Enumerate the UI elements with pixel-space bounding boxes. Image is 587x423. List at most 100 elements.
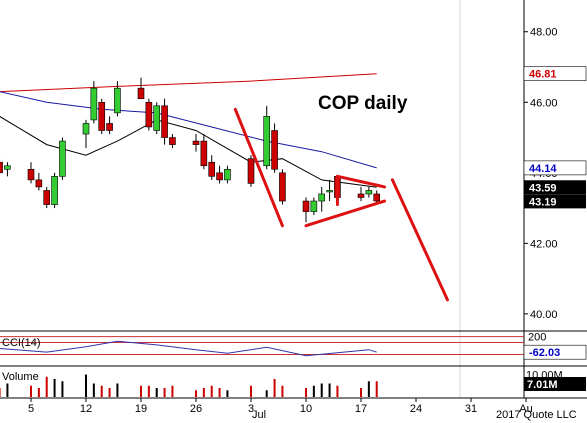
volume-bar bbox=[30, 385, 32, 397]
candle-body bbox=[279, 172, 286, 202]
candle-body bbox=[247, 158, 255, 184]
volume-bar bbox=[163, 388, 166, 397]
candle bbox=[208, 155, 216, 180]
volume-bar bbox=[281, 385, 284, 397]
price-badge-box bbox=[523, 66, 587, 82]
candle bbox=[192, 134, 200, 152]
candle bbox=[224, 165, 231, 184]
volume-bar bbox=[53, 379, 56, 397]
date-axis-ticks: 5 12 19 26 3 10 17 24 31 Au bbox=[28, 398, 533, 415]
annotation-line bbox=[233, 107, 284, 228]
cci-line bbox=[0, 340, 377, 357]
candle bbox=[106, 116, 113, 135]
volume-bar bbox=[108, 388, 111, 397]
trend-annotations bbox=[233, 107, 449, 302]
candle bbox=[137, 77, 145, 100]
volume-bar bbox=[312, 385, 315, 397]
volume-bar bbox=[328, 383, 331, 397]
ma-short-line bbox=[0, 116, 377, 188]
candle bbox=[90, 81, 98, 124]
candlesticks bbox=[0, 77, 381, 223]
candle bbox=[51, 172, 58, 209]
price-badge-text: 43.19 bbox=[529, 196, 557, 208]
date-tick-label: 19 bbox=[135, 403, 147, 415]
volume-bar bbox=[0, 388, 1, 397]
copyright-text: 2017 Quote LLC bbox=[496, 409, 577, 421]
volume-bar bbox=[226, 390, 229, 397]
candle bbox=[169, 134, 176, 149]
candle bbox=[365, 186, 373, 198]
candle-body bbox=[216, 172, 223, 181]
date-tick-label: 26 bbox=[190, 403, 202, 415]
candle-body bbox=[224, 168, 231, 181]
candle-body bbox=[43, 190, 51, 205]
candle bbox=[263, 105, 271, 170]
candle-body bbox=[0, 161, 3, 174]
candle bbox=[4, 162, 11, 177]
price-badges: 46.81 44.14 43.59 43.19 bbox=[523, 66, 587, 209]
price-badge: 43.19 bbox=[524, 194, 586, 209]
candle-body bbox=[271, 130, 278, 170]
volume-bar bbox=[85, 374, 87, 397]
volume-bar bbox=[140, 385, 142, 397]
candle-body bbox=[4, 165, 11, 170]
date-tick-label: 24 bbox=[410, 403, 422, 415]
candle bbox=[35, 172, 43, 191]
volume-bar bbox=[6, 383, 9, 397]
candle-body bbox=[59, 140, 66, 177]
volume-bar bbox=[155, 388, 158, 397]
candle-body bbox=[35, 179, 43, 188]
volume-bar bbox=[367, 381, 370, 397]
date-tick-label: Au bbox=[519, 403, 532, 415]
price-badge: 43.59 bbox=[524, 180, 586, 195]
candle-body bbox=[208, 161, 216, 177]
candle bbox=[43, 186, 51, 209]
cci-badge-box bbox=[523, 344, 587, 360]
candle bbox=[82, 119, 90, 149]
candle-body bbox=[373, 193, 381, 202]
price-badge: 46.81 bbox=[523, 66, 587, 82]
date-tick-label: 5 bbox=[28, 403, 34, 415]
volume-badge-text: 7.01M bbox=[527, 379, 558, 391]
volume-bar bbox=[375, 381, 378, 397]
volume-bar bbox=[320, 383, 323, 397]
price-badge-box bbox=[524, 180, 586, 195]
candle-body bbox=[153, 105, 161, 131]
volume-bar bbox=[218, 388, 221, 397]
candle-body bbox=[169, 137, 176, 145]
candle-body bbox=[27, 168, 35, 181]
candle-body bbox=[90, 87, 98, 121]
price-tick-label: 46.00 bbox=[530, 97, 558, 109]
volume-badge-box bbox=[524, 377, 586, 391]
date-tick-label: 31 bbox=[465, 403, 477, 415]
candle bbox=[357, 186, 365, 202]
volume-bar bbox=[195, 390, 197, 397]
candle bbox=[247, 155, 255, 187]
volume-bar bbox=[147, 385, 150, 397]
volume-bar bbox=[100, 385, 103, 397]
cci-badge-text: -62.03 bbox=[529, 347, 560, 359]
candle-body bbox=[318, 193, 326, 202]
candle-body bbox=[161, 105, 168, 138]
volume-bar bbox=[37, 388, 40, 397]
price-tick-label: 42.00 bbox=[530, 238, 558, 250]
candle bbox=[161, 98, 168, 145]
candle bbox=[59, 137, 66, 180]
price-tick-label: 48.00 bbox=[530, 27, 558, 39]
volume-bar bbox=[210, 385, 213, 397]
price-badge: 44.14 bbox=[523, 160, 587, 176]
candle-body bbox=[357, 193, 365, 198]
candle bbox=[326, 179, 333, 202]
candle bbox=[310, 197, 318, 216]
volume-bar bbox=[273, 379, 276, 397]
candle bbox=[145, 98, 153, 131]
candle bbox=[271, 123, 278, 173]
volume-bar bbox=[45, 376, 48, 397]
cci-panel: 200 -62.03 bbox=[0, 332, 587, 360]
candle bbox=[0, 158, 3, 174]
price-badge-box bbox=[524, 194, 586, 209]
volume-bar bbox=[360, 388, 362, 397]
cci-tick-label: 200 bbox=[528, 332, 546, 344]
candle bbox=[200, 134, 208, 170]
candle-body bbox=[98, 101, 106, 131]
